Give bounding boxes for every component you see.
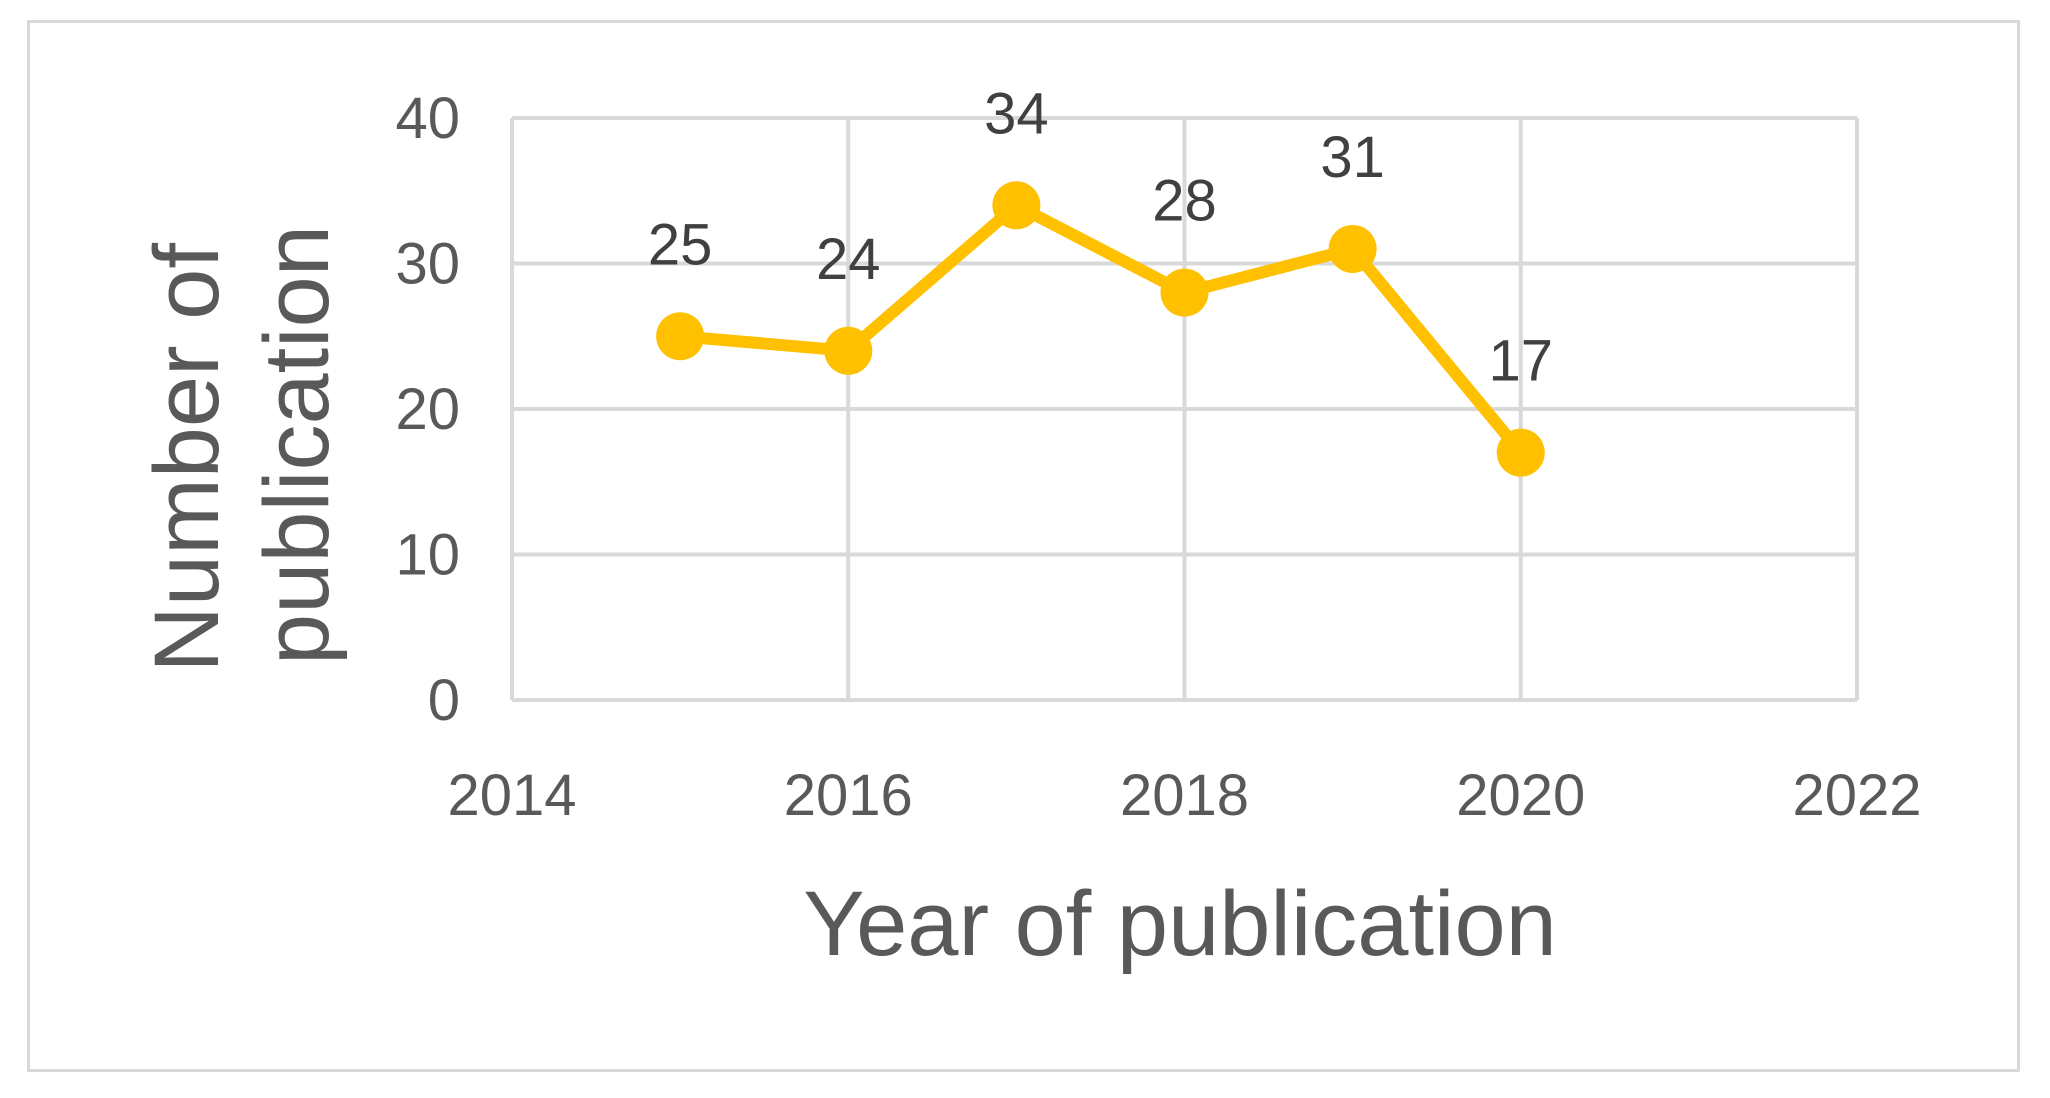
data-point-2015 (656, 312, 705, 361)
x-tick-label-2020: 2020 (1456, 763, 1585, 828)
data-point-2016 (824, 326, 873, 375)
tick-label-layer: 0 10 20 30 40 2014 2016 2018 2020 2022 (395, 86, 1921, 828)
y-tick-label-40: 40 (395, 86, 460, 151)
data-label-2017: 34 (984, 81, 1049, 146)
y-axis-title-line-2: publication (246, 225, 348, 665)
data-label-2015: 25 (648, 212, 713, 277)
grid-layer (510, 116, 1859, 702)
data-label-2016: 24 (816, 227, 881, 292)
series-layer (656, 181, 1545, 477)
data-point-2020 (1496, 428, 1545, 477)
data-point-2018 (1160, 268, 1209, 317)
data-label-2019: 31 (1320, 125, 1385, 190)
y-axis-title: Number of publication (136, 217, 348, 672)
data-label-2018: 28 (1152, 169, 1217, 234)
y-tick-label-0: 0 (428, 668, 460, 733)
y-tick-label-20: 20 (395, 377, 460, 442)
data-label-layer: 25 24 34 28 31 17 (648, 81, 1553, 393)
x-axis-title: Year of publication (803, 873, 1557, 975)
x-tick-label-2022: 2022 (1792, 763, 1921, 828)
x-tick-label-2016: 2016 (784, 763, 913, 828)
y-tick-label-10: 10 (395, 523, 460, 588)
x-tick-label-2018: 2018 (1120, 763, 1249, 828)
data-point-2017 (992, 181, 1041, 230)
data-label-2020: 17 (1488, 329, 1553, 394)
y-axis-title-line-1: Number of (136, 243, 238, 673)
x-tick-label-2014: 2014 (447, 763, 576, 828)
series-line-0 (674, 199, 1527, 459)
y-tick-label-30: 30 (395, 232, 460, 297)
data-point-2019 (1328, 224, 1377, 273)
